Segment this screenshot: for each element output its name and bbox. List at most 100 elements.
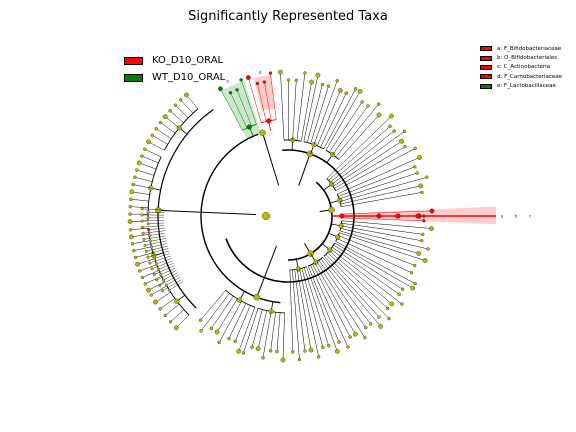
tree-branch xyxy=(139,264,157,272)
tree-branch xyxy=(339,230,419,254)
leaf-node xyxy=(128,234,134,240)
tree-branch xyxy=(216,298,238,333)
clade-key-swatch xyxy=(480,55,492,61)
tree-branch xyxy=(333,244,403,290)
leaf-node xyxy=(147,228,151,232)
legend-label-wt: WT_D10_ORAL xyxy=(152,72,226,83)
clade-key-swatch xyxy=(480,74,492,80)
tree-branch xyxy=(339,172,418,200)
leaf-node xyxy=(140,154,144,158)
leaf-node xyxy=(378,323,383,329)
tree-branch xyxy=(301,268,324,348)
leaf-node xyxy=(209,326,214,331)
tree-branch xyxy=(313,80,338,145)
leaf-node xyxy=(154,262,158,266)
leaf-node xyxy=(141,231,145,235)
tree-branch xyxy=(132,240,151,244)
leaf-node xyxy=(377,315,381,319)
clade-key-row: b: O_Bifidobacteriales xyxy=(480,53,562,62)
leaf-node xyxy=(217,86,223,92)
tree-branch xyxy=(336,238,412,273)
leaf-node xyxy=(140,207,144,211)
clade-node-red xyxy=(395,213,401,219)
tree-branch xyxy=(220,88,243,131)
leaf-node xyxy=(146,216,150,220)
leaf-node xyxy=(421,232,425,237)
clade-key-text: d: F_Carnobacteriaceae xyxy=(497,73,562,80)
class-node xyxy=(337,197,343,203)
tree-branch xyxy=(325,91,361,151)
tree-branch xyxy=(149,233,166,236)
leaf-node xyxy=(397,292,401,296)
leaf-node xyxy=(228,91,233,95)
tree-branch xyxy=(141,155,159,164)
tree-branch xyxy=(248,77,262,123)
tree-branch xyxy=(303,267,329,346)
tree-branch xyxy=(160,267,176,275)
leaf-node xyxy=(400,287,405,291)
leaf-node xyxy=(280,357,286,363)
tree-branch xyxy=(339,232,426,261)
tree-branch xyxy=(131,191,150,195)
leaf-node xyxy=(294,78,299,82)
leaf-node xyxy=(233,339,237,344)
tree-branch xyxy=(133,184,151,189)
legend-label-ko: KO_D10_ORAL xyxy=(152,55,224,66)
tree-branch xyxy=(200,290,226,321)
leaf-node xyxy=(335,78,339,83)
tree-branch xyxy=(148,222,165,225)
leaf-node xyxy=(366,104,370,108)
leaf-node xyxy=(152,272,156,276)
tree-branch xyxy=(256,245,277,298)
tree-branch xyxy=(312,263,351,338)
clade-node-red xyxy=(376,213,382,219)
leaf-node xyxy=(143,147,147,151)
leaf-node xyxy=(385,306,390,311)
tree-branch xyxy=(238,307,256,352)
tree-branch xyxy=(257,310,267,349)
leaf-node xyxy=(426,247,430,251)
leaf-node xyxy=(376,112,382,118)
leaf-node xyxy=(346,345,350,349)
tree-branch xyxy=(332,246,400,295)
clade-key-swatch xyxy=(480,46,492,52)
leaf-node xyxy=(163,313,167,318)
leaf-node xyxy=(146,139,151,145)
phylum-node xyxy=(328,206,335,214)
leaf-node xyxy=(262,80,267,84)
legend-entry-ko: KO_D10_ORAL xyxy=(124,52,225,69)
leaf-node xyxy=(155,278,159,282)
leaf-node xyxy=(143,243,147,247)
tree-branch xyxy=(316,261,366,338)
leaf-node xyxy=(150,133,154,137)
leaf-node xyxy=(146,287,151,293)
clade-key-row: d: F_Carnobacteriaceae xyxy=(480,72,562,81)
leaf-node xyxy=(157,267,161,271)
leaf-node xyxy=(297,357,302,362)
leaf-node xyxy=(255,346,261,352)
class-node xyxy=(327,247,333,253)
tree-branch xyxy=(144,240,167,246)
phylum-node xyxy=(259,129,266,137)
tree-branch xyxy=(334,242,413,289)
leaf-node xyxy=(315,72,321,78)
tree-branch xyxy=(143,235,166,240)
tree-arc xyxy=(287,181,333,261)
leaf-node xyxy=(199,329,203,333)
leaf-node xyxy=(167,288,171,292)
tree-branch xyxy=(262,132,280,186)
leaf-node xyxy=(150,267,154,271)
tree-branch xyxy=(131,234,150,238)
leaf-node xyxy=(148,239,152,243)
leaf-node xyxy=(133,255,138,260)
leaf-node xyxy=(217,340,221,345)
leaf-node xyxy=(268,71,273,75)
tree-branch xyxy=(296,72,306,141)
legend-swatch-wt xyxy=(124,73,143,82)
leaf-node xyxy=(127,219,133,224)
tree-branch xyxy=(176,314,190,328)
leaf-node xyxy=(146,222,150,226)
tree-branch xyxy=(151,285,167,296)
tree-branch xyxy=(149,255,171,264)
leaf-node xyxy=(250,345,254,349)
